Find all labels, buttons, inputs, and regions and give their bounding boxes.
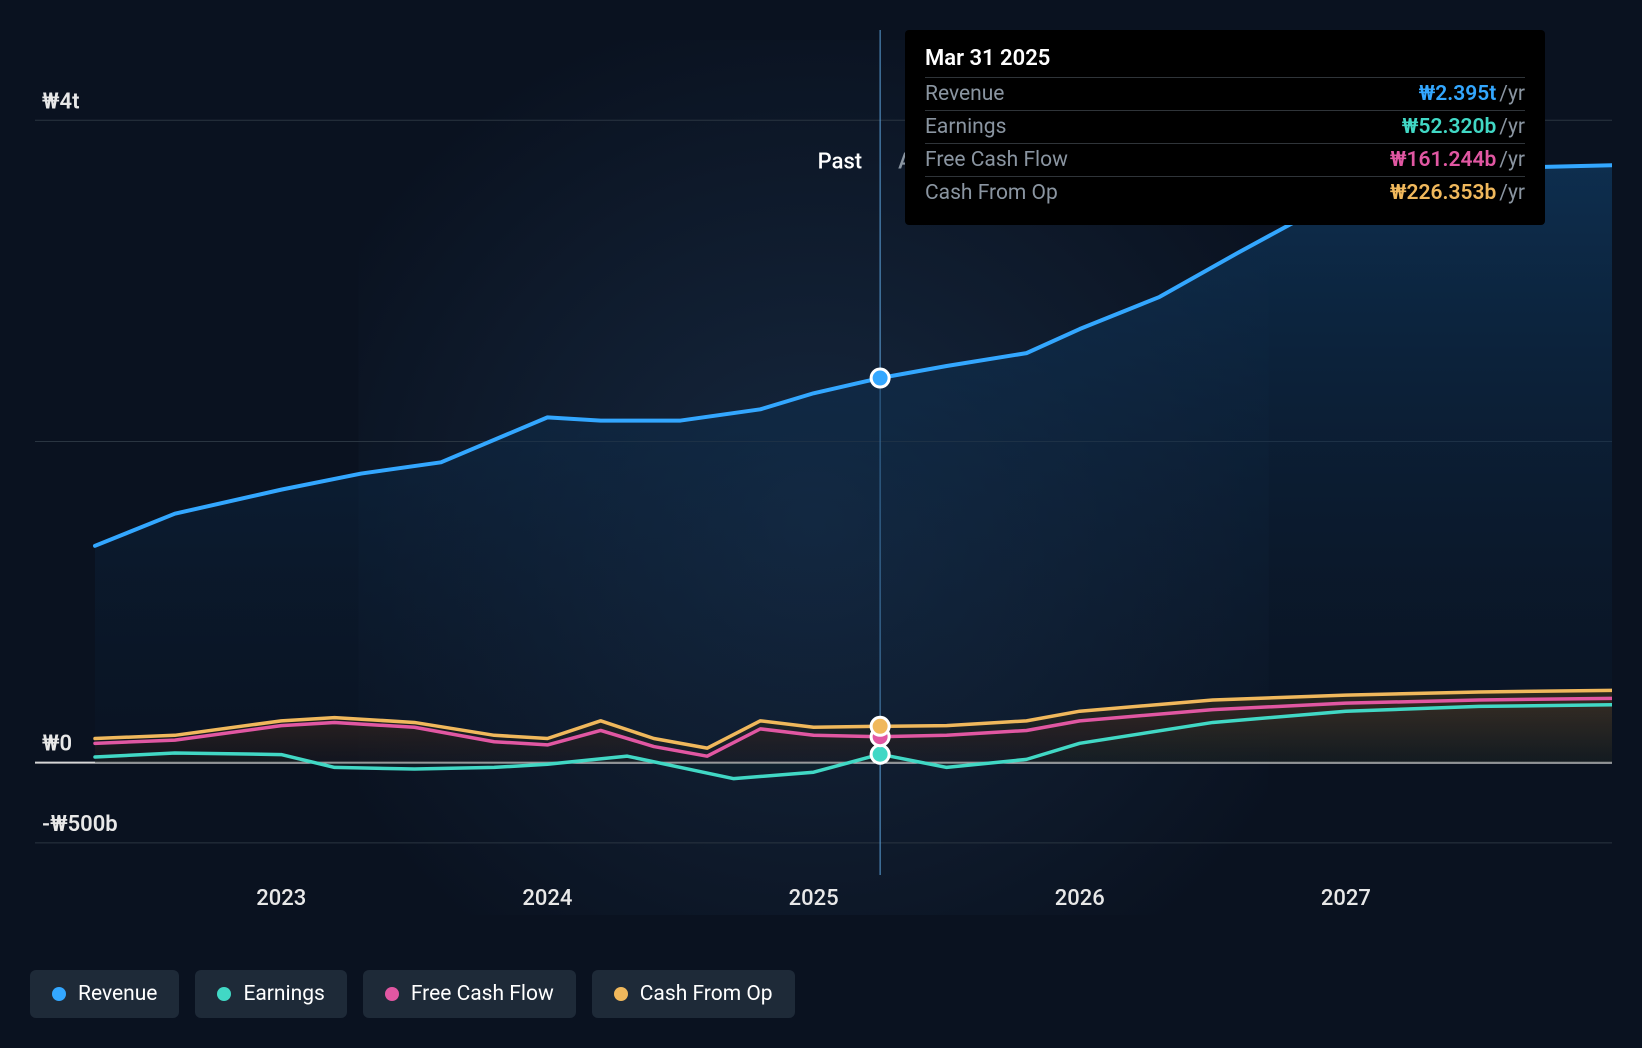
tooltip-row-unit: /yr — [1499, 181, 1525, 205]
legend-swatch-icon — [385, 987, 399, 1001]
tooltip-row-unit: /yr — [1499, 115, 1525, 139]
tooltip-row: Free Cash Flow ₩161.244b/yr — [925, 143, 1525, 176]
tooltip-row: Revenue ₩2.395t/yr — [925, 77, 1525, 110]
section-label-past: Past — [818, 149, 862, 174]
legend-swatch-icon — [217, 987, 231, 1001]
legend-swatch-icon — [52, 987, 66, 1001]
tooltip-row-unit: /yr — [1499, 82, 1525, 106]
tooltip-row-value: ₩161.244b — [1390, 148, 1496, 172]
x-axis-label: 2024 — [522, 886, 572, 911]
tooltip-row: Earnings ₩52.320b/yr — [925, 110, 1525, 143]
chart-legend: Revenue Earnings Free Cash Flow Cash From O… — [30, 970, 795, 1018]
x-axis-label: 2026 — [1055, 886, 1105, 911]
legend-item-label: Cash From Op — [640, 982, 773, 1006]
x-axis-label: 2023 — [256, 886, 306, 911]
legend-item-cfo[interactable]: Cash From Op — [592, 970, 795, 1018]
tooltip-row-unit: /yr — [1499, 148, 1525, 172]
x-axis-label: 2027 — [1321, 886, 1371, 911]
y-axis-label: ₩4t — [42, 89, 79, 114]
legend-item-label: Free Cash Flow — [411, 982, 554, 1006]
legend-swatch-icon — [614, 987, 628, 1001]
y-axis-label: -₩500b — [42, 812, 118, 837]
legend-item-label: Earnings — [243, 982, 324, 1006]
tooltip-row-label: Free Cash Flow — [925, 148, 1068, 172]
tooltip-row-value: ₩52.320b — [1402, 115, 1496, 139]
legend-item-earnings[interactable]: Earnings — [195, 970, 346, 1018]
tooltip-row-value: ₩226.353b — [1390, 181, 1496, 205]
tooltip-row-label: Earnings — [925, 115, 1006, 139]
tooltip-row-value: ₩2.395t — [1419, 82, 1497, 106]
legend-item-revenue[interactable]: Revenue — [30, 970, 179, 1018]
tooltip-rows: Revenue₩2.395t/yrEarnings₩52.320b/yrFree… — [925, 77, 1525, 209]
chart-tooltip: Mar 31 2025 Revenue ₩2.395t/yr Earnings ₩52… — [905, 30, 1545, 225]
marker-revenue — [871, 369, 889, 387]
tooltip-row: Cash From Op ₩226.353b/yr — [925, 176, 1525, 209]
marker-cfo — [871, 717, 889, 735]
x-axis-label: 2025 — [789, 886, 839, 911]
tooltip-row-label: Revenue — [925, 82, 1004, 106]
chart-container: ₩4t₩0-₩500b20232024202520262027PastAnaly… — [30, 0, 1612, 920]
marker-earnings — [871, 745, 889, 763]
legend-item-fcf[interactable]: Free Cash Flow — [363, 970, 576, 1018]
legend-item-label: Revenue — [78, 982, 157, 1006]
tooltip-row-label: Cash From Op — [925, 181, 1058, 205]
y-axis-label: ₩0 — [42, 732, 72, 757]
tooltip-date: Mar 31 2025 — [925, 46, 1525, 71]
